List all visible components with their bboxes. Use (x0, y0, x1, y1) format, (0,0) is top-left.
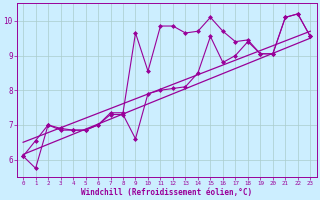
X-axis label: Windchill (Refroidissement éolien,°C): Windchill (Refroidissement éolien,°C) (81, 188, 252, 197)
